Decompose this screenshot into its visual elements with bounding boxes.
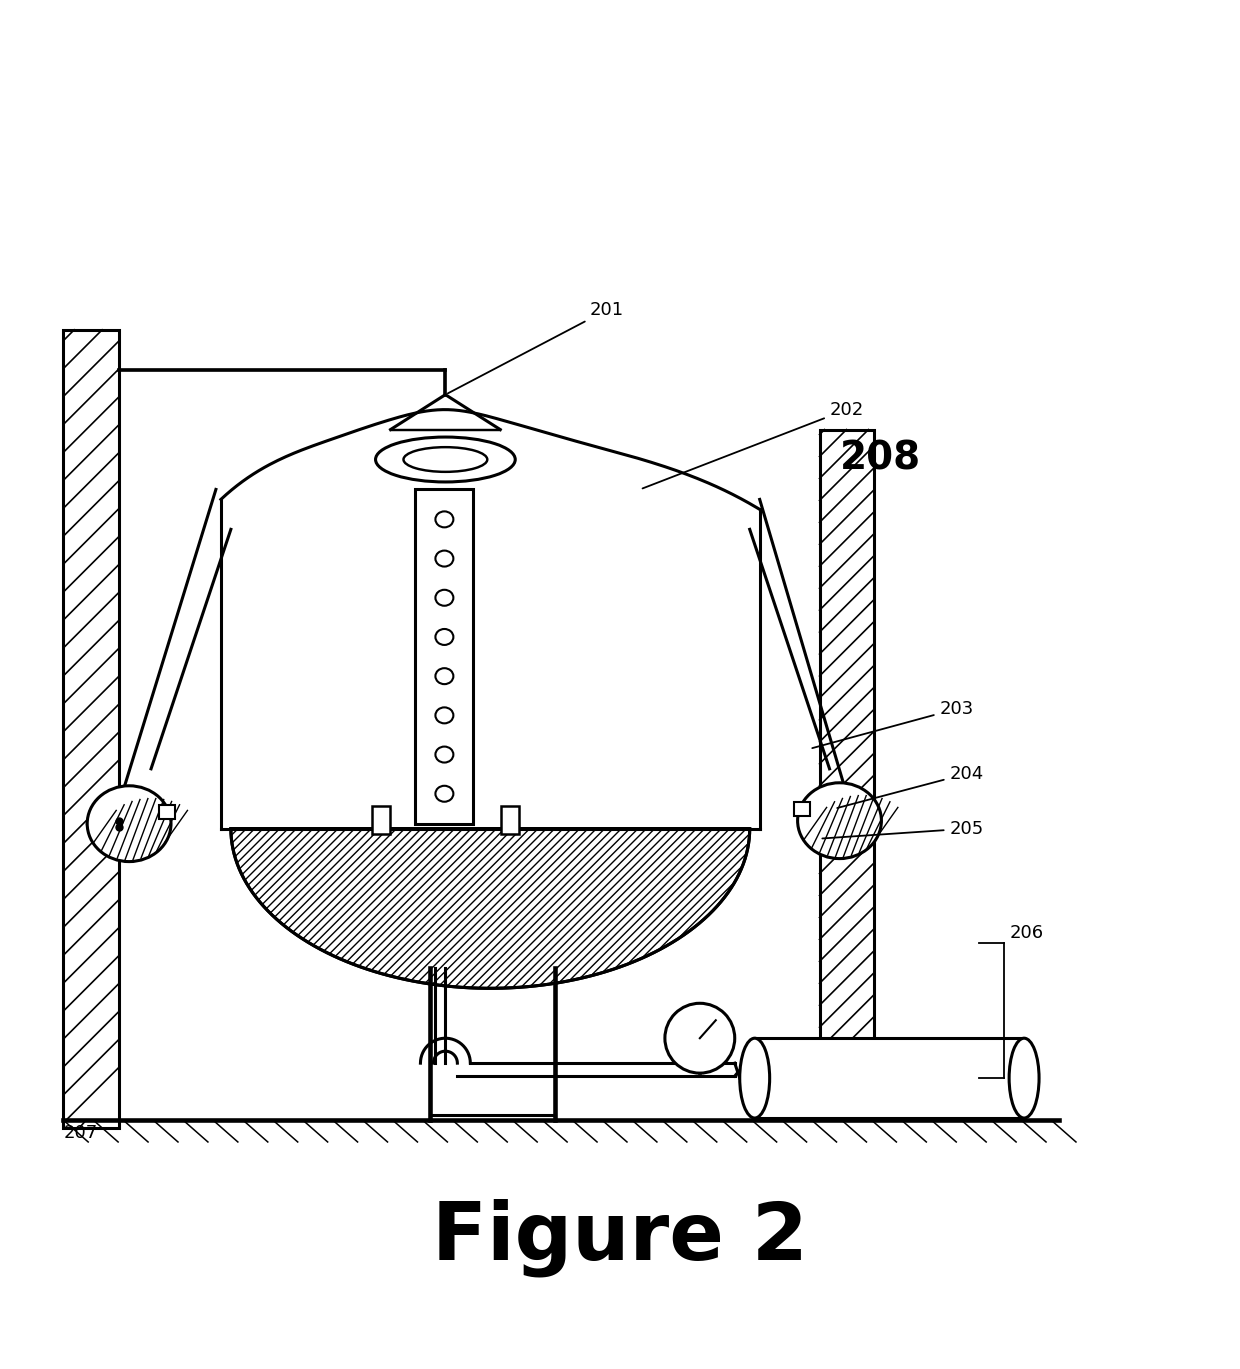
Text: 205: 205 — [822, 820, 983, 838]
Ellipse shape — [797, 783, 882, 858]
Ellipse shape — [435, 628, 454, 645]
Bar — [372, 806, 389, 834]
Bar — [415, 490, 474, 824]
Bar — [63, 330, 119, 1128]
Text: Figure 2: Figure 2 — [432, 1198, 808, 1277]
Text: 207: 207 — [63, 1124, 98, 1142]
Ellipse shape — [740, 1038, 770, 1118]
Ellipse shape — [87, 786, 171, 861]
Text: 208: 208 — [839, 439, 920, 478]
Ellipse shape — [435, 668, 454, 684]
Polygon shape — [231, 828, 750, 988]
Ellipse shape — [435, 550, 454, 567]
Bar — [501, 806, 520, 834]
Text: 204: 204 — [837, 765, 983, 808]
Polygon shape — [231, 828, 750, 988]
Ellipse shape — [435, 708, 454, 723]
Bar — [820, 430, 874, 1120]
Bar — [755, 1038, 1024, 1118]
Text: 206: 206 — [1009, 924, 1043, 942]
Ellipse shape — [665, 1003, 735, 1073]
Ellipse shape — [1009, 1038, 1039, 1118]
Ellipse shape — [435, 746, 454, 763]
Ellipse shape — [435, 512, 454, 527]
Ellipse shape — [435, 590, 454, 605]
Ellipse shape — [403, 448, 487, 472]
Polygon shape — [221, 409, 760, 828]
Ellipse shape — [435, 786, 454, 802]
Text: 201: 201 — [448, 301, 624, 393]
Text: 203: 203 — [812, 700, 973, 747]
Bar — [794, 802, 810, 816]
Text: 202: 202 — [642, 401, 864, 489]
Bar — [159, 805, 175, 819]
Ellipse shape — [376, 437, 516, 482]
